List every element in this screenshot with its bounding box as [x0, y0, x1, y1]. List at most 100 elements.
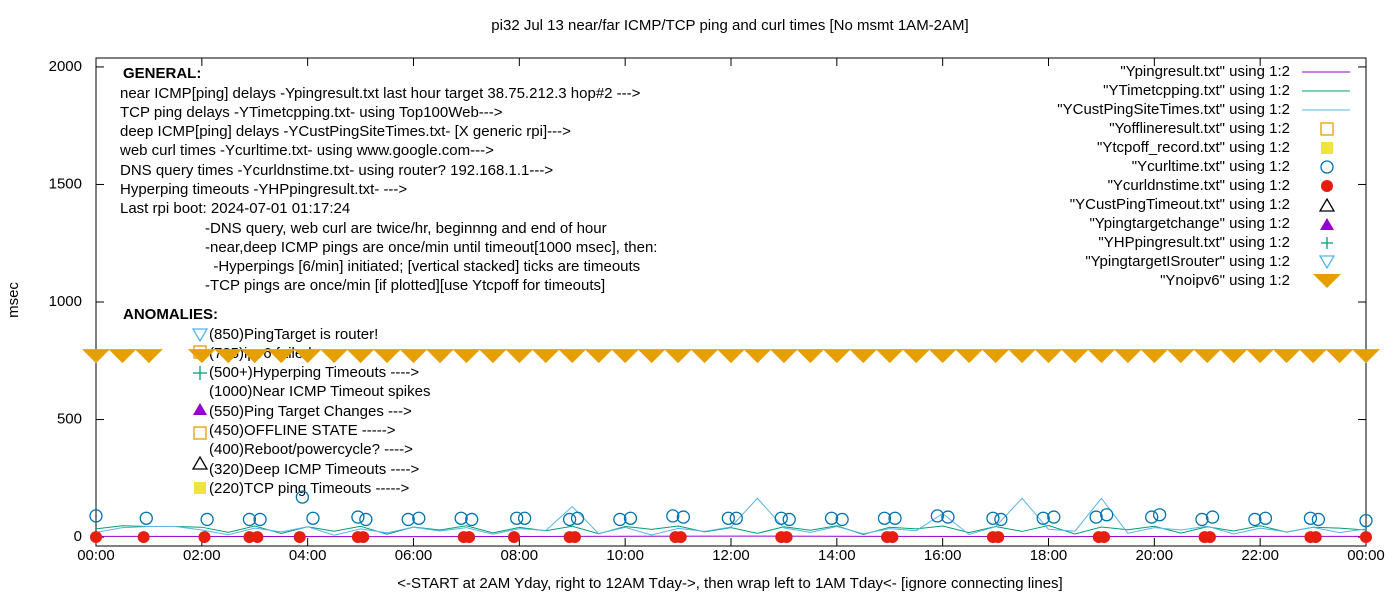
- marker: [1246, 349, 1275, 364]
- marker: [1034, 349, 1063, 364]
- key-symbol: [194, 482, 206, 494]
- annotation: (550)Ping Target Changes --->: [209, 403, 412, 420]
- legend-label: "YCustPingTimeout.txt" using 1:2: [1070, 196, 1290, 213]
- key-symbol: [191, 455, 209, 470]
- marker: [251, 531, 264, 544]
- x-tick-label: 14:00: [818, 547, 856, 564]
- key-symbol: [191, 328, 209, 343]
- marker: [877, 511, 892, 525]
- marker: [562, 512, 577, 527]
- annotation: ANOMALIES:: [123, 306, 218, 323]
- marker: [986, 511, 1000, 525]
- marker: [584, 349, 613, 364]
- marker: [505, 349, 534, 364]
- marker: [886, 531, 899, 544]
- marker: [721, 511, 736, 525]
- marker: [346, 349, 375, 364]
- y-tick-label: 1000: [49, 293, 82, 310]
- marker: [1145, 510, 1159, 524]
- marker: [1311, 512, 1326, 527]
- marker: [613, 512, 627, 527]
- marker: [90, 531, 102, 544]
- marker: [510, 511, 524, 525]
- legend-label: "Ytcpoff_record.txt" using 1:2: [1097, 139, 1290, 156]
- marker: [253, 512, 267, 527]
- marker: [1060, 349, 1089, 364]
- marker: [359, 512, 373, 527]
- marker: [240, 349, 269, 364]
- key-symbol: [193, 366, 207, 380]
- marker: [611, 349, 640, 364]
- legend-label: "YpingtargetISrouter" using 1:2: [1085, 253, 1290, 270]
- x-tick-label: 02:00: [183, 547, 221, 564]
- marker: [676, 510, 691, 524]
- marker: [849, 349, 878, 364]
- annotation: (220)TCP ping Timeouts ----->: [209, 480, 409, 497]
- annotation: (320)Deep ICMP Timeouts ---->: [209, 461, 419, 478]
- marker: [425, 349, 454, 364]
- marker: [134, 349, 163, 364]
- legend-swatch: [1320, 218, 1334, 230]
- marker: [267, 349, 296, 364]
- marker: [888, 511, 902, 525]
- marker: [796, 349, 825, 364]
- marker: [928, 349, 957, 364]
- marker: [465, 512, 479, 527]
- key-symbol: [193, 426, 207, 440]
- marker: [780, 531, 793, 544]
- annotation: (850)PingTarget is router!: [209, 326, 378, 343]
- annotation: -near,deep ICMP pings are once/min until…: [205, 239, 657, 256]
- marker: [1303, 511, 1318, 525]
- marker: [1089, 510, 1103, 524]
- marker: [941, 510, 955, 524]
- legend-label: "Yofflineresult.txt" using 1:2: [1109, 120, 1290, 137]
- x-tick-label: 20:00: [1136, 547, 1174, 564]
- marker: [981, 349, 1010, 364]
- marker: [508, 531, 521, 544]
- key-symbol: [193, 403, 207, 415]
- marker: [1140, 349, 1169, 364]
- marker: [187, 349, 216, 364]
- marker: [955, 349, 984, 364]
- x-tick-label: 00:00: [1347, 547, 1385, 564]
- annotation: TCP ping delays -YTimetcpping.txt- using…: [120, 104, 503, 121]
- marker: [717, 349, 745, 364]
- marker: [1047, 510, 1061, 524]
- marker: [478, 349, 507, 364]
- marker: [295, 490, 310, 504]
- marker: [89, 509, 103, 523]
- marker: [902, 349, 931, 364]
- annotation: Last rpi boot: 2024-07-01 01:17:24: [120, 200, 350, 217]
- x-tick-label: 10:00: [606, 547, 644, 564]
- marker: [1325, 349, 1354, 364]
- legend-label: "YCustPingSiteTimes.txt" using 1:2: [1057, 101, 1290, 118]
- marker: [454, 511, 468, 525]
- legend-label: "Ypingresult.txt" using 1:2: [1120, 63, 1290, 80]
- marker: [517, 511, 532, 525]
- marker: [690, 349, 719, 364]
- x-tick-label: 22:00: [1241, 547, 1279, 564]
- legend-swatch: [1318, 255, 1336, 270]
- annotation: near ICMP[ping] delays -Ypingresult.txt …: [120, 85, 641, 102]
- annotations: GENERAL: near ICMP[ping] delays -Ypingre…: [119, 65, 657, 497]
- marker: [664, 349, 693, 364]
- marker: [1008, 349, 1037, 364]
- annotation: deep ICMP[ping] delays -YCustPingSiteTim…: [120, 123, 571, 140]
- marker: [214, 349, 243, 364]
- marker: [351, 510, 365, 524]
- marker: [1309, 531, 1322, 544]
- x-tick-label: 00:00: [77, 547, 115, 564]
- marker: [623, 511, 638, 525]
- marker: [930, 509, 945, 523]
- marker: [1113, 349, 1142, 364]
- marker: [1258, 511, 1273, 525]
- marker: [637, 349, 666, 364]
- marker: [320, 349, 349, 364]
- marker: [373, 349, 402, 364]
- annotation: (1000)Near ICMP Timeout spikes: [209, 383, 430, 400]
- y-axis-label: msec: [5, 282, 22, 318]
- x-tick-label: 08:00: [501, 547, 539, 564]
- marker: [1087, 349, 1116, 364]
- marker: [357, 531, 370, 544]
